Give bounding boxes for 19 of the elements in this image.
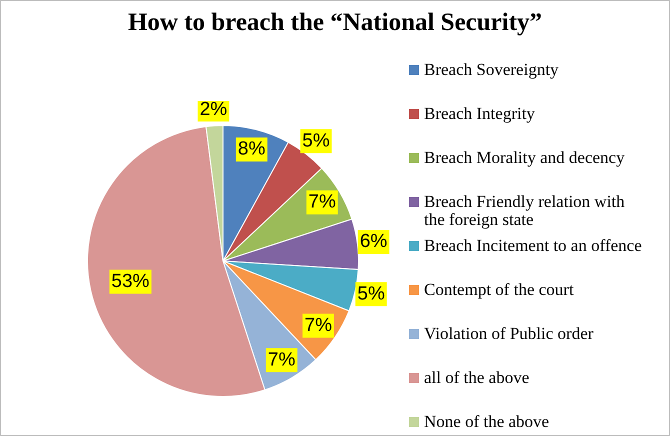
legend-label: Breach Sovereignty bbox=[424, 60, 559, 79]
data-label: 6% bbox=[360, 231, 388, 252]
legend-label: Contempt of the court bbox=[424, 280, 574, 299]
chart-title: How to breach the “National Security” bbox=[126, 9, 544, 37]
data-label: 7% bbox=[304, 314, 332, 336]
data-label: 5% bbox=[357, 283, 385, 304]
data-label: 8% bbox=[238, 138, 266, 160]
data-label: 7% bbox=[268, 349, 296, 370]
legend-label: Breach Incitement to an offence bbox=[424, 236, 642, 255]
legend-label: Violation of Public order bbox=[424, 324, 594, 343]
legend-label: Breach Friendly relation with the foreign state bbox=[424, 192, 626, 229]
legend-label: None of the above bbox=[424, 412, 550, 431]
data-label: 5% bbox=[302, 130, 330, 152]
legend-label: all of the above bbox=[424, 368, 530, 387]
data-label: 7% bbox=[308, 192, 336, 213]
data-label: 53% bbox=[111, 270, 150, 292]
legend-label: Breach Integrity bbox=[424, 104, 535, 123]
legend-label: Breach Morality and decency bbox=[424, 148, 625, 167]
data-label: 2% bbox=[200, 98, 228, 120]
